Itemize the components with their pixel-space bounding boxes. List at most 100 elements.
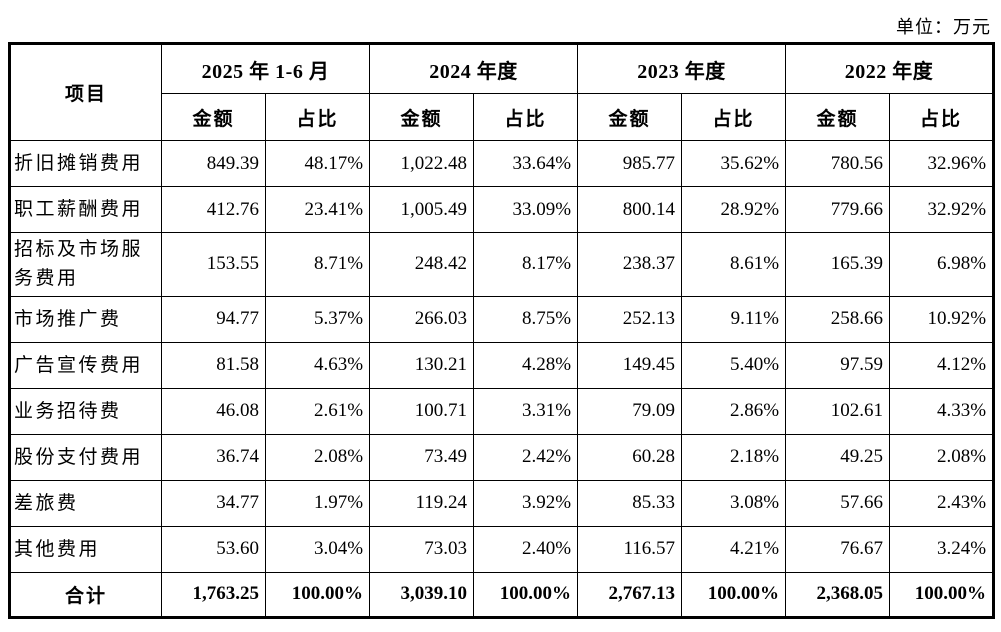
share-header: 占比 bbox=[264, 93, 371, 141]
amount-cell: 49.25 bbox=[785, 433, 891, 481]
share-header: 占比 bbox=[889, 93, 995, 141]
amount-cell: 779.66 bbox=[785, 186, 891, 233]
period-header-2025h1: 2025 年 1-6 月 bbox=[160, 43, 371, 94]
table-row: 招标及市场服务费用 153.55 8.71% 248.42 8.17% 238.37 8.6… bbox=[9, 232, 995, 297]
item-column-header: 项目 bbox=[9, 43, 162, 141]
total-label: 合计 bbox=[9, 571, 162, 618]
table-body: 折旧摊销费用 849.39 48.17% 1,022.48 33.64% 985.77 35… bbox=[9, 140, 995, 618]
row-label: 广告宣传费用 bbox=[9, 341, 162, 389]
amount-cell: 102.61 bbox=[785, 387, 891, 435]
amount-cell: 412.76 bbox=[161, 186, 266, 233]
amount-header: 金额 bbox=[369, 93, 475, 141]
amount-cell: 252.13 bbox=[577, 295, 683, 343]
amount-cell: 780.56 bbox=[785, 140, 891, 187]
amount-cell: 97.59 bbox=[785, 341, 891, 389]
row-label: 差旅费 bbox=[9, 479, 162, 527]
table-row: 广告宣传费用 81.58 4.63% 130.21 4.28% 149.45 5.40% 97… bbox=[9, 341, 995, 389]
percent-cell: 8.75% bbox=[473, 295, 579, 343]
percent-cell: 32.92% bbox=[889, 186, 995, 233]
amount-cell: 116.57 bbox=[577, 525, 683, 573]
percent-cell: 3.04% bbox=[264, 525, 371, 573]
total-amount-cell: 3,039.10 bbox=[369, 571, 475, 618]
percent-cell: 2.08% bbox=[264, 433, 371, 481]
period-header-2022: 2022 年度 bbox=[785, 43, 995, 94]
percent-cell: 6.98% bbox=[889, 232, 995, 297]
row-label: 股份支付费用 bbox=[9, 433, 162, 481]
amount-cell: 57.66 bbox=[785, 479, 891, 527]
table-row: 差旅费 34.77 1.97% 119.24 3.92% 85.33 3.08% 57.66 2… bbox=[9, 479, 995, 527]
amount-cell: 73.03 bbox=[369, 525, 475, 573]
percent-cell: 4.63% bbox=[264, 341, 371, 389]
percent-cell: 2.18% bbox=[681, 433, 787, 481]
unit-label: 单位：万元 bbox=[896, 17, 991, 37]
table-row: 股份支付费用 36.74 2.08% 73.49 2.42% 60.28 2.18% 49.2… bbox=[9, 433, 995, 481]
total-amount-cell: 2,767.13 bbox=[577, 571, 683, 618]
percent-cell: 3.24% bbox=[889, 525, 995, 573]
percent-cell: 32.96% bbox=[889, 140, 995, 187]
row-label: 市场推广费 bbox=[9, 295, 162, 343]
table-row: 职工薪酬费用 412.76 23.41% 1,005.49 33.09% 800.14 28… bbox=[9, 186, 995, 233]
percent-cell: 9.11% bbox=[681, 295, 787, 343]
amount-cell: 1,022.48 bbox=[369, 140, 475, 187]
share-header: 占比 bbox=[681, 93, 787, 141]
total-amount-cell: 1,763.25 bbox=[161, 571, 266, 618]
percent-cell: 2.86% bbox=[681, 387, 787, 435]
percent-cell: 8.17% bbox=[473, 232, 579, 297]
table-header: 项目 2025 年 1-6 月 2024 年度 2023 年度 2022 年度 … bbox=[9, 43, 995, 141]
row-label: 业务招待费 bbox=[9, 387, 162, 435]
percent-cell: 3.08% bbox=[681, 479, 787, 527]
amount-cell: 34.77 bbox=[161, 479, 266, 527]
percent-cell: 3.92% bbox=[473, 479, 579, 527]
period-header-row: 项目 2025 年 1-6 月 2024 年度 2023 年度 2022 年度 bbox=[9, 43, 995, 141]
percent-cell: 4.12% bbox=[889, 341, 995, 389]
percent-cell: 48.17% bbox=[264, 140, 371, 187]
amount-cell: 46.08 bbox=[161, 387, 266, 435]
row-label: 职工薪酬费用 bbox=[9, 186, 162, 233]
percent-cell: 10.92% bbox=[889, 295, 995, 343]
amount-cell: 130.21 bbox=[369, 341, 475, 389]
amount-cell: 248.42 bbox=[369, 232, 475, 297]
total-percent-cell: 100.00% bbox=[473, 571, 579, 618]
table-row: 其他费用 53.60 3.04% 73.03 2.40% 116.57 4.21% 76.67… bbox=[9, 525, 995, 573]
percent-cell: 2.43% bbox=[889, 479, 995, 527]
percent-cell: 33.09% bbox=[473, 186, 579, 233]
row-label: 招标及市场服务费用 bbox=[9, 232, 162, 297]
amount-cell: 36.74 bbox=[161, 433, 266, 481]
percent-cell: 8.61% bbox=[681, 232, 787, 297]
period-header-2024: 2024 年度 bbox=[369, 43, 579, 94]
percent-cell: 2.08% bbox=[889, 433, 995, 481]
amount-cell: 53.60 bbox=[161, 525, 266, 573]
amount-cell: 100.71 bbox=[369, 387, 475, 435]
percent-cell: 2.40% bbox=[473, 525, 579, 573]
table-row: 折旧摊销费用 849.39 48.17% 1,022.48 33.64% 985.77 35… bbox=[9, 140, 995, 187]
period-header-2023: 2023 年度 bbox=[577, 43, 787, 94]
percent-cell: 4.21% bbox=[681, 525, 787, 573]
total-percent-cell: 100.00% bbox=[264, 571, 371, 618]
row-label: 其他费用 bbox=[9, 525, 162, 573]
total-amount-cell: 2,368.05 bbox=[785, 571, 891, 618]
percent-cell: 3.31% bbox=[473, 387, 579, 435]
amount-cell: 79.09 bbox=[577, 387, 683, 435]
percent-cell: 4.33% bbox=[889, 387, 995, 435]
percent-cell: 2.42% bbox=[473, 433, 579, 481]
total-percent-cell: 100.00% bbox=[681, 571, 787, 618]
amount-cell: 238.37 bbox=[577, 232, 683, 297]
expense-breakdown-table: 项目 2025 年 1-6 月 2024 年度 2023 年度 2022 年度 … bbox=[8, 42, 996, 619]
percent-cell: 5.40% bbox=[681, 341, 787, 389]
percent-cell: 28.92% bbox=[681, 186, 787, 233]
amount-header: 金额 bbox=[785, 93, 891, 141]
amount-cell: 85.33 bbox=[577, 479, 683, 527]
amount-cell: 165.39 bbox=[785, 232, 891, 297]
amount-cell: 60.28 bbox=[577, 433, 683, 481]
amount-cell: 266.03 bbox=[369, 295, 475, 343]
percent-cell: 5.37% bbox=[264, 295, 371, 343]
amount-header: 金额 bbox=[577, 93, 683, 141]
row-label: 折旧摊销费用 bbox=[9, 140, 162, 187]
total-row: 合计 1,763.25 100.00% 3,039.10 100.00% 2,767.13… bbox=[9, 571, 995, 618]
amount-cell: 149.45 bbox=[577, 341, 683, 389]
table-row: 业务招待费 46.08 2.61% 100.71 3.31% 79.09 2.86% 102.… bbox=[9, 387, 995, 435]
table-row: 市场推广费 94.77 5.37% 266.03 8.75% 252.13 9.11% 258… bbox=[9, 295, 995, 343]
amount-cell: 258.66 bbox=[785, 295, 891, 343]
amount-cell: 119.24 bbox=[369, 479, 475, 527]
amount-header: 金额 bbox=[161, 93, 266, 141]
